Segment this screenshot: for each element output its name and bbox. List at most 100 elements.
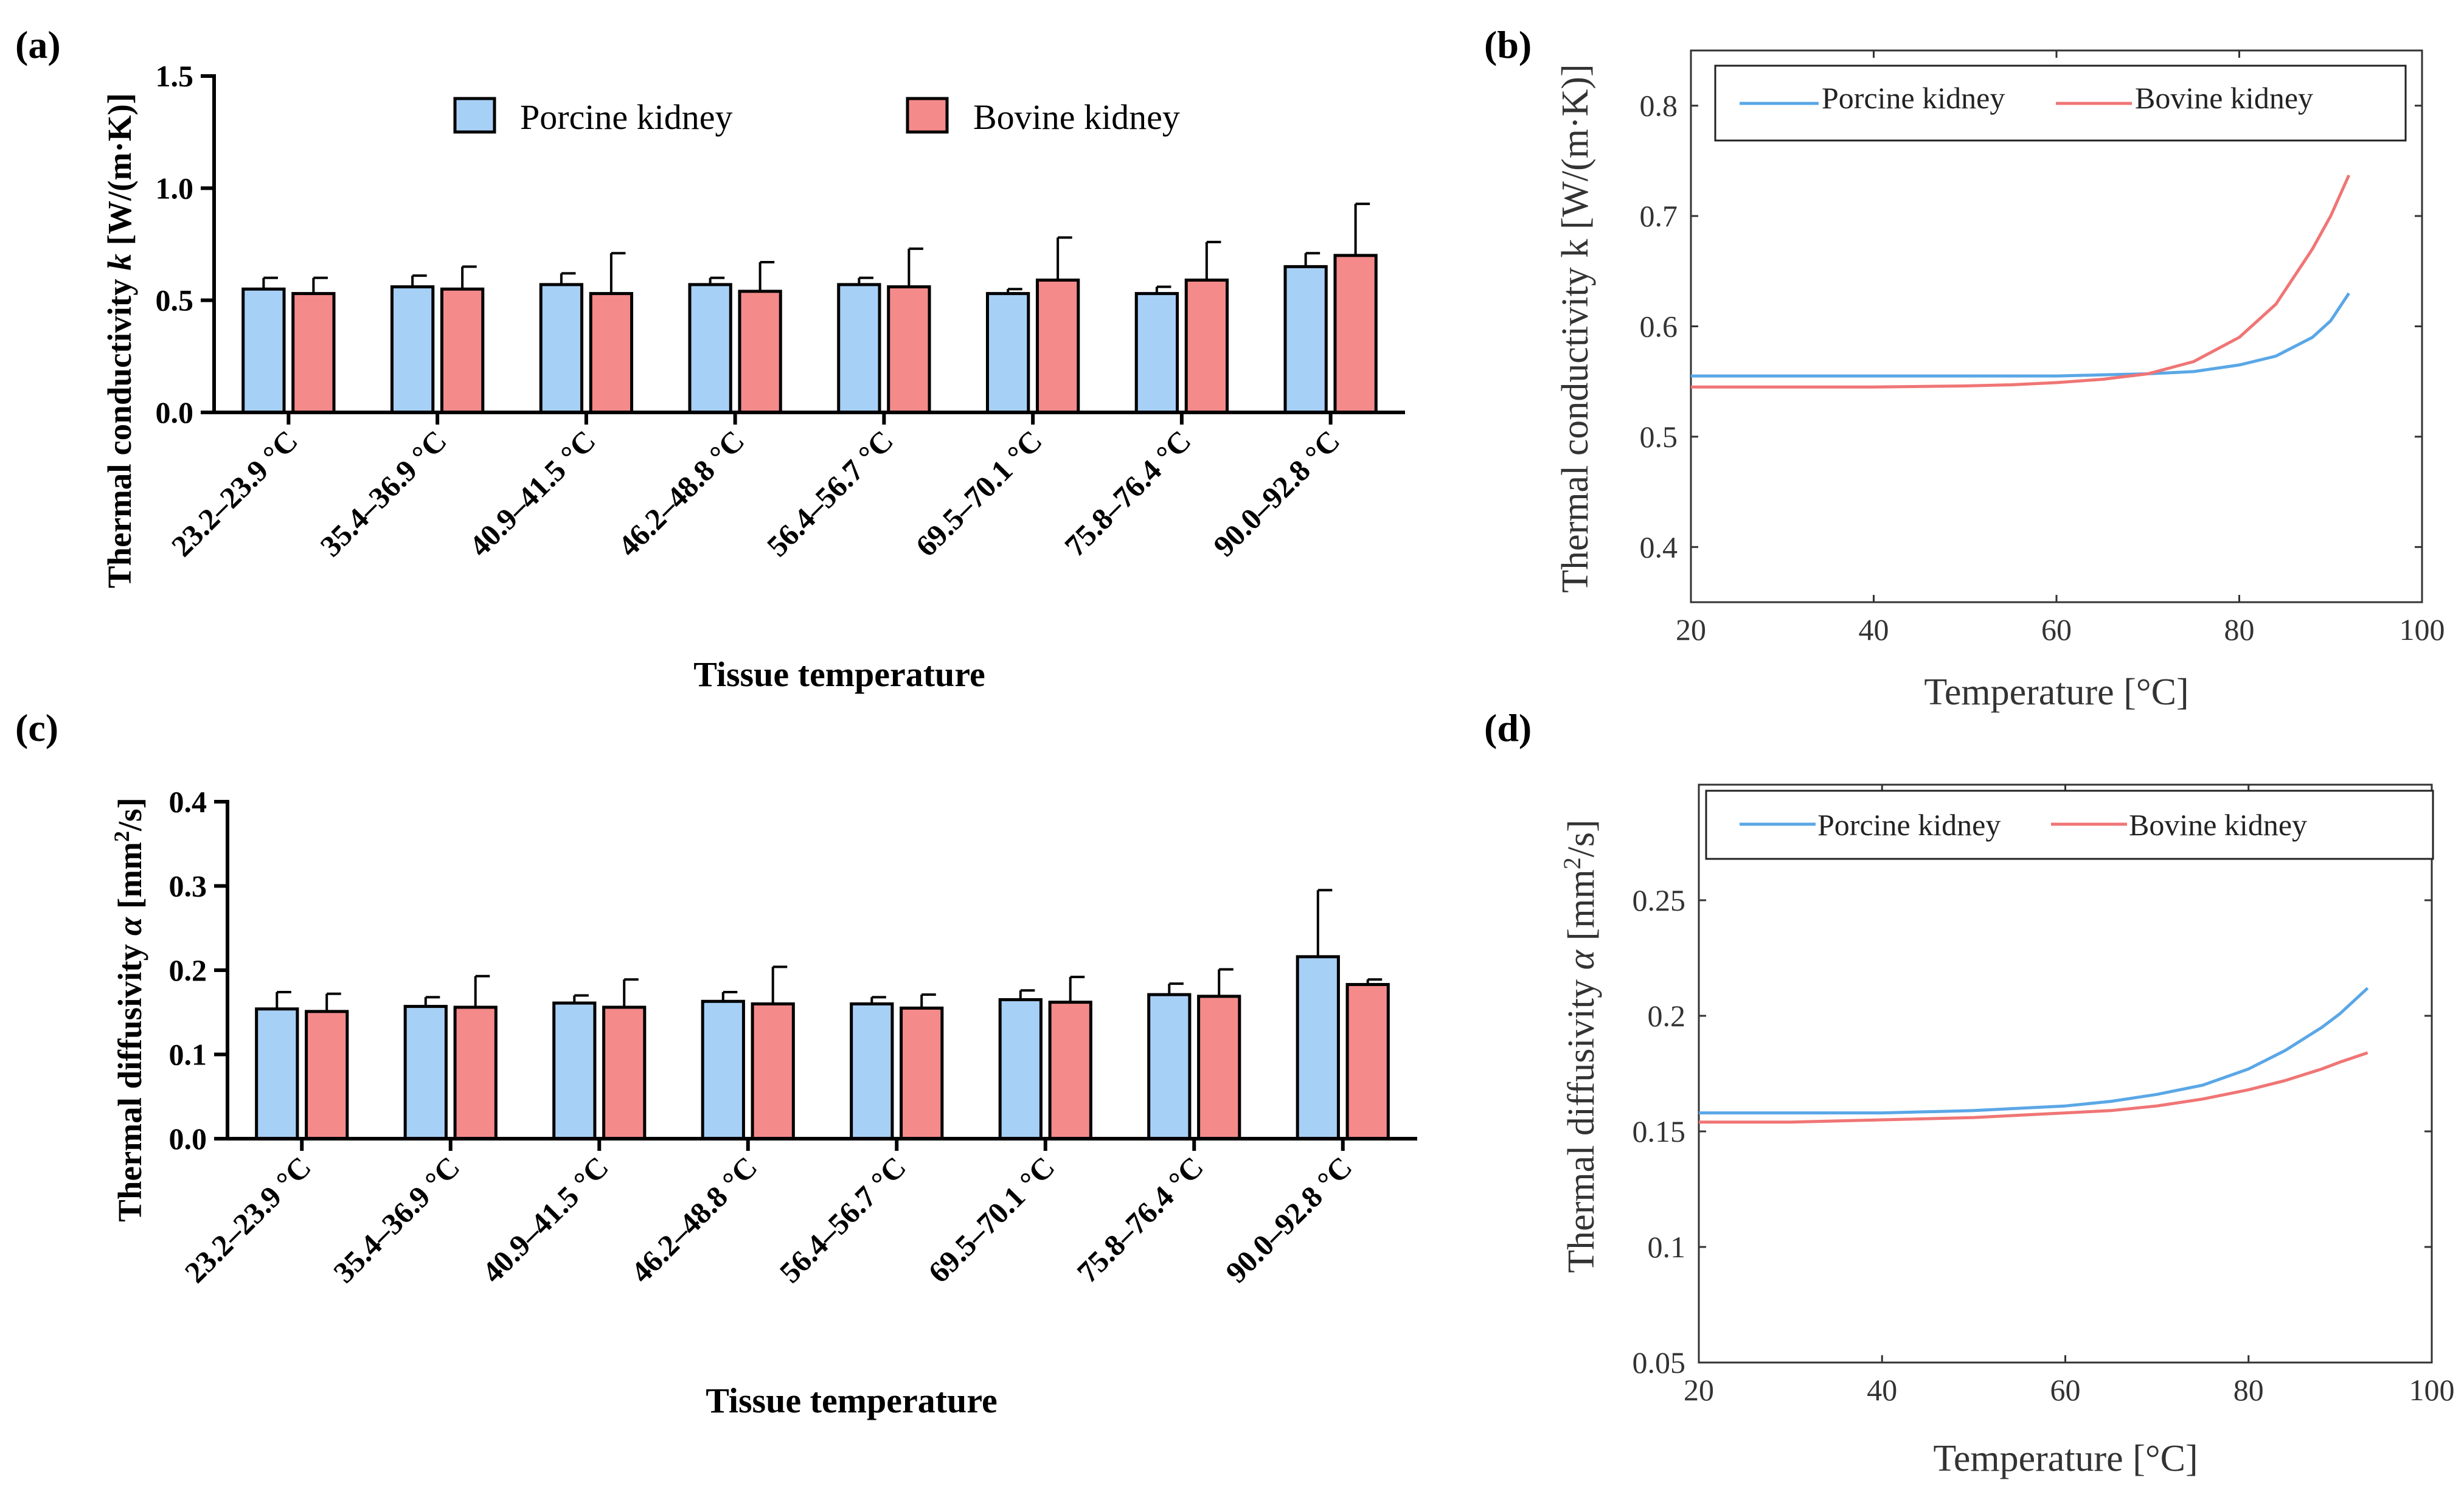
panel-c-bar	[701, 999, 745, 1141]
panel-b-xtick-label: 20	[1676, 613, 1706, 647]
panel-a-ytick-label: 1.0	[156, 171, 194, 205]
panel-a-ytick-label: 0.5	[156, 283, 194, 318]
panel-c-bar	[850, 1002, 894, 1141]
panel-a-bar	[589, 292, 634, 414]
panel-a-category-label: 56.4–56.7 °C	[760, 423, 900, 563]
panel-d-label: (d)	[1484, 706, 1532, 749]
panel-c-category-label: 75.8–76.4 °C	[1070, 1150, 1210, 1290]
panel-c: (c) Thermal diffusivity α [mm2/s] 0.0 0.1…	[15, 706, 1417, 1420]
panel-b-ytick-label: 0.8	[1640, 89, 1678, 123]
panel-d-ytick-label: 0.25	[1633, 883, 1686, 917]
panel-a-category-label: 40.9–41.5 °C	[462, 423, 602, 563]
panel-c-ytick-label: 0.0	[169, 1122, 207, 1156]
panel-a-bar	[887, 285, 931, 414]
panel-c-bar	[602, 1005, 647, 1141]
panel-c-category-label: 40.9–41.5 °C	[475, 1150, 615, 1290]
panel-c-bar	[403, 1005, 448, 1141]
panel-c-category-label: 23.2–23.9 °C	[178, 1150, 318, 1290]
panel-d-series-line-bovine	[1699, 1051, 2369, 1124]
legend-label-porcine: Porcine kidney	[520, 97, 733, 137]
legend-swatch-bovine	[906, 97, 949, 134]
panel-b-ylabel: Thermal conductivity k [W/(m·K)]	[1555, 64, 1596, 592]
panel-a-label: (a)	[15, 23, 61, 66]
panel-a-bar	[985, 292, 1030, 414]
panel-b-ytick-label: 0.7	[1640, 199, 1678, 233]
panel-b-series-line-porcine	[1691, 292, 2350, 378]
panel-c-bar	[1345, 983, 1390, 1141]
panel-c-bar	[1296, 955, 1340, 1141]
panel-a-bar	[291, 292, 336, 414]
panel-b-xlabel: Temperature [°C]	[1924, 672, 2188, 713]
panel-d-ytick-label: 0.05	[1633, 1345, 1686, 1380]
panel-c-bar	[998, 998, 1043, 1141]
panel-b-series-line-bovine	[1691, 174, 2351, 389]
panel-d-xtick-label: 60	[2050, 1373, 2081, 1407]
panel-d-legend-label-bovine: Bovine kidney	[2129, 808, 2307, 842]
panel-c-bar	[1147, 993, 1192, 1141]
panel-c-ytick-label: 0.2	[169, 953, 207, 987]
panel-d-ytick-label: 0.1	[1648, 1230, 1686, 1264]
panel-a-ytick-label: 1.5	[156, 59, 194, 93]
panel-c-category-label: 35.4–36.9 °C	[327, 1150, 467, 1290]
panel-a-bar	[241, 287, 286, 414]
panel-b-legend: Porcine kidney Bovine kidney	[1714, 64, 2407, 142]
panel-c-bar	[1048, 1001, 1092, 1141]
panel-a-bar	[688, 283, 732, 414]
panel-a-category-label: 69.5–70.1 °C	[909, 423, 1049, 563]
panel-a-category-label: 23.2–23.9 °C	[165, 423, 305, 563]
panel-a-bar-chart: 0.0 0.5 1.0 1.5 23.2–23.9 °C 35.4–36.9 °C 40.9…	[156, 59, 1405, 563]
panel-c-bar	[1197, 995, 1241, 1141]
panel-a-category-label: 35.4–36.9 °C	[313, 423, 453, 563]
panel-a-legend: Porcine kidney Bovine kidney	[453, 97, 1180, 137]
panel-c-label: (c)	[15, 706, 58, 749]
panel-a-bar	[440, 287, 485, 414]
panel-d-series-line-porcine	[1699, 987, 2369, 1115]
panel-a-bar	[539, 283, 584, 414]
panel-b: (b) Thermal conductivity k [W/(m·K)] 20 4…	[1484, 23, 2445, 713]
panel-c-category-label: 90.0–92.8 °C	[1219, 1150, 1359, 1290]
panel-d-xtick-label: 20	[1684, 1373, 1714, 1407]
panel-a-ytick-label: 0.0	[156, 395, 194, 429]
panel-a-bar	[1035, 278, 1080, 414]
panel-d-xtick-label: 40	[1867, 1373, 1897, 1407]
panel-b-ytick-label: 0.4	[1640, 530, 1678, 564]
panel-c-ytick-label: 0.3	[169, 869, 207, 903]
panel-c-bar	[751, 1002, 795, 1141]
panel-c-bar	[255, 1007, 299, 1141]
panel-a: (a) Thermal conductivity k [W/(m·K)] 0.0…	[15, 23, 1405, 694]
panel-a-bar	[1184, 278, 1229, 414]
panel-c-category-label: 46.2–48.8 °C	[624, 1150, 764, 1290]
legend-swatch-porcine	[453, 97, 496, 134]
panel-b-ytick-label: 0.5	[1640, 420, 1678, 454]
panel-d-ylabel: Thermal diffusivity α [mm2/s]	[1558, 819, 1603, 1273]
panel-d-line-chart: 20 40 60 80 100 0.05 0.1 0.15 0.2 0.25	[1633, 783, 2455, 1407]
panel-b-legend-label-porcine: Porcine kidney	[1822, 81, 2005, 115]
panel-a-bar	[837, 283, 881, 414]
panel-c-bar	[305, 1010, 349, 1141]
panel-d-legend-label-porcine: Porcine kidney	[1817, 808, 2001, 842]
panel-a-bar	[1333, 254, 1378, 414]
panel-c-bar-chart: 0.00.10.20.30.423.2–23.9 °C 35.4–36.9 °C 4…	[169, 785, 1417, 1290]
panel-b-line-chart: 20 40 60 80 100 0.4 0.5 0.6 0.7 0.8	[1640, 49, 2445, 647]
panel-a-xlabel: Tissue temperature	[693, 655, 985, 694]
panel-b-ytick-label: 0.6	[1640, 310, 1678, 344]
panel-a-bar	[1134, 292, 1179, 414]
panel-d-ytick-label: 0.15	[1633, 1114, 1686, 1148]
panel-a-bar	[1283, 265, 1328, 414]
legend-label-bovine: Bovine kidney	[973, 97, 1180, 137]
panel-c-category-label: 69.5–70.1 °C	[921, 1150, 1061, 1290]
panel-a-category-label: 90.0–92.8 °C	[1207, 423, 1347, 563]
panel-b-xtick-label: 80	[2224, 613, 2255, 647]
panel-c-bar	[453, 1005, 498, 1141]
panel-d-xtick-label: 80	[2233, 1373, 2264, 1407]
panel-b-legend-label-bovine: Bovine kidney	[2135, 81, 2313, 115]
panel-a-category-label: 75.8–76.4 °C	[1058, 423, 1198, 563]
panel-c-bar	[900, 1006, 944, 1141]
panel-a-ylabel: Thermal conductivity k [W/(m·K)]	[101, 93, 138, 588]
panel-b-xtick-label: 40	[1859, 613, 1889, 647]
panel-c-ylabel: Thermal diffusivity α [mm2/s]	[109, 797, 148, 1222]
panel-c-category-label: 56.4–56.7 °C	[772, 1150, 912, 1290]
panel-d-legend: Porcine kidney Bovine kidney	[1705, 790, 2434, 860]
panel-c-xlabel: Tissue temperature	[706, 1381, 998, 1420]
